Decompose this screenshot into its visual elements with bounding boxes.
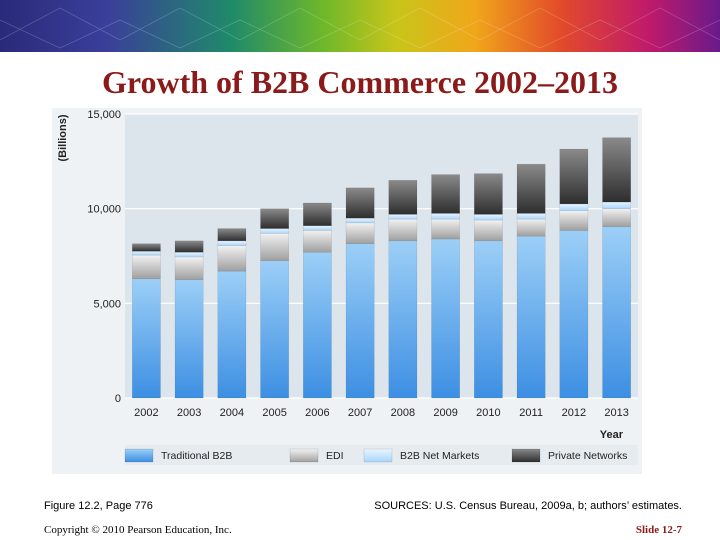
bar-edi xyxy=(516,218,546,237)
bar-edi xyxy=(303,230,332,253)
bar-private-networks xyxy=(559,148,589,205)
bar-edi xyxy=(431,218,460,240)
bar-private-networks xyxy=(431,174,460,214)
bar-traditional-b2b xyxy=(303,251,332,399)
x-tick-label: 2002 xyxy=(134,407,158,419)
bar-traditional-b2b xyxy=(559,230,589,399)
x-tick-label: 2006 xyxy=(305,407,329,419)
legend-label: EDI xyxy=(326,450,344,462)
bar-traditional-b2b xyxy=(345,243,375,399)
bar-traditional-b2b xyxy=(431,238,460,399)
bar-traditional-b2b xyxy=(217,270,247,399)
x-axis-label: Year xyxy=(600,429,624,441)
bar-traditional-b2b xyxy=(388,240,418,399)
legend-label: Traditional B2B xyxy=(161,450,232,462)
bar-private-networks xyxy=(474,173,503,215)
bar-b2b-net-markets xyxy=(174,251,204,258)
bar-edi xyxy=(474,219,503,242)
plot-area xyxy=(125,114,638,398)
bar-b2b-net-markets xyxy=(260,228,289,234)
bar-b2b-net-markets xyxy=(559,203,589,211)
y-tick-label: 5,000 xyxy=(93,298,121,310)
bar-b2b-net-markets xyxy=(388,214,418,220)
banner-pattern xyxy=(0,7,720,49)
y-tick-label: 10,000 xyxy=(87,204,121,216)
bar-private-networks xyxy=(260,208,289,229)
slide-number: Slide 12-7 xyxy=(635,524,682,536)
chart-svg: 0 5,000 10,000 15,000 (Billions) 2002 2003 2004… xyxy=(52,108,642,474)
bar-edi xyxy=(174,256,204,280)
sources-note: SOURCES: U.S. Census Bureau, 2009a, b; a… xyxy=(374,500,682,512)
bar-private-networks xyxy=(174,240,204,253)
y-tick-label: 0 xyxy=(115,393,121,405)
legend-swatch xyxy=(124,448,154,463)
bar-private-networks xyxy=(345,187,375,219)
x-tick-label: 2008 xyxy=(391,407,415,419)
bar-b2b-net-markets xyxy=(474,214,503,221)
bar-edi xyxy=(345,222,375,244)
x-tick-label: 2013 xyxy=(604,407,628,419)
x-tick-label: 2010 xyxy=(476,407,500,419)
x-tick-label: 2003 xyxy=(177,407,201,419)
bar-edi xyxy=(602,208,631,227)
bar-private-networks xyxy=(132,243,161,252)
bar-edi xyxy=(388,218,418,242)
bar-private-networks xyxy=(303,202,332,226)
bar-b2b-net-markets xyxy=(516,213,546,220)
bar-b2b-net-markets xyxy=(303,225,332,231)
banner-gradient xyxy=(0,0,720,52)
x-tick-label: 2012 xyxy=(562,407,586,419)
y-axis-label: (Billions) xyxy=(57,114,69,161)
bar-b2b-net-markets xyxy=(132,251,161,256)
bar-traditional-b2b xyxy=(474,240,503,399)
y-tick-label: 15,000 xyxy=(87,109,121,121)
bar-private-networks xyxy=(388,180,418,215)
figure-reference: Figure 12.2, Page 776 xyxy=(44,500,153,512)
bar-b2b-net-markets xyxy=(345,217,375,224)
bar-edi xyxy=(260,233,289,261)
bar-traditional-b2b xyxy=(260,260,289,399)
bar-b2b-net-markets xyxy=(602,201,631,209)
x-tick-label: 2005 xyxy=(262,407,286,419)
legend-label: B2B Net Markets xyxy=(400,450,479,462)
bar-traditional-b2b xyxy=(602,226,631,399)
bar-b2b-net-markets xyxy=(431,213,460,220)
bar-traditional-b2b xyxy=(516,235,546,399)
bar-edi xyxy=(559,210,589,231)
b2b-growth-chart: 0 5,000 10,000 15,000 (Billions) 2002 2003 2004… xyxy=(52,108,642,474)
decorative-banner xyxy=(0,0,720,52)
legend-swatch xyxy=(511,448,541,463)
bar-edi xyxy=(217,245,247,272)
bar-b2b-net-markets xyxy=(217,240,247,246)
x-tick-label: 2011 xyxy=(519,407,543,419)
legend-label: Private Networks xyxy=(548,450,627,462)
bar-traditional-b2b xyxy=(174,279,204,399)
bar-private-networks xyxy=(602,137,631,203)
bar-traditional-b2b xyxy=(132,278,161,399)
x-tick-label: 2007 xyxy=(348,407,372,419)
bar-private-networks xyxy=(217,228,247,242)
copyright-notice: Copyright © 2010 Pearson Education, Inc. xyxy=(44,524,232,536)
x-tick-label: 2004 xyxy=(220,407,244,419)
legend-swatch xyxy=(363,448,393,463)
bar-edi xyxy=(132,254,161,279)
bar-private-networks xyxy=(516,163,546,214)
slide-title: Growth of B2B Commerce 2002–2013 xyxy=(101,64,619,100)
x-tick-label: 2009 xyxy=(433,407,457,419)
legend-swatch xyxy=(289,448,319,463)
